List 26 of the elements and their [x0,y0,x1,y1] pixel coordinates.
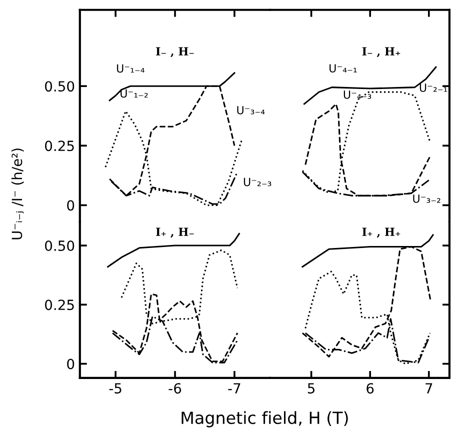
chart-title: I₊ , H₊ [362,228,400,238]
x-tick-label: 6 [366,383,374,394]
x-tick-label: -5 [109,383,122,394]
annotation: U⁻₂₋₃ [244,178,272,186]
y-tick-label: 0.25 [45,300,74,310]
y-tick-label: 0.50 [45,81,74,92]
text: I₋ , H₊ [362,47,400,58]
x-tick-label: 5 [308,383,314,394]
annotation: U⁻₃₋₄ [237,106,265,114]
y-tick-label: 0 [67,358,74,370]
chart-title: I₊ , H₋ [156,228,194,238]
annotation: U⁻₂₋₁ [420,84,448,92]
annotation: U⁻₁₋₂ [120,89,148,98]
y-tick-label: 0.50 [45,240,74,252]
x-tick-label: 7 [426,383,432,394]
x-tick-label: -7 [228,383,240,394]
y-tick-label: 0.25 [45,140,74,152]
y-axis-title: U⁻ᵢ₋ⱼ /I⁻ (h/e²) [11,148,24,240]
annotation: U⁻₁₋₄ [117,64,144,73]
annotation: U⁻₃₋₂ [413,194,440,203]
x-tick-label: -6 [168,383,182,394]
annotation: U⁻₄₋₁ [330,64,357,72]
x-axis-title: Magnetic field, H (T) [182,411,348,428]
text: I₋ , H₋ [156,47,194,58]
y-tick-label: 0 [67,200,74,211]
annotation: U⁻₄₋₃ [344,90,372,99]
